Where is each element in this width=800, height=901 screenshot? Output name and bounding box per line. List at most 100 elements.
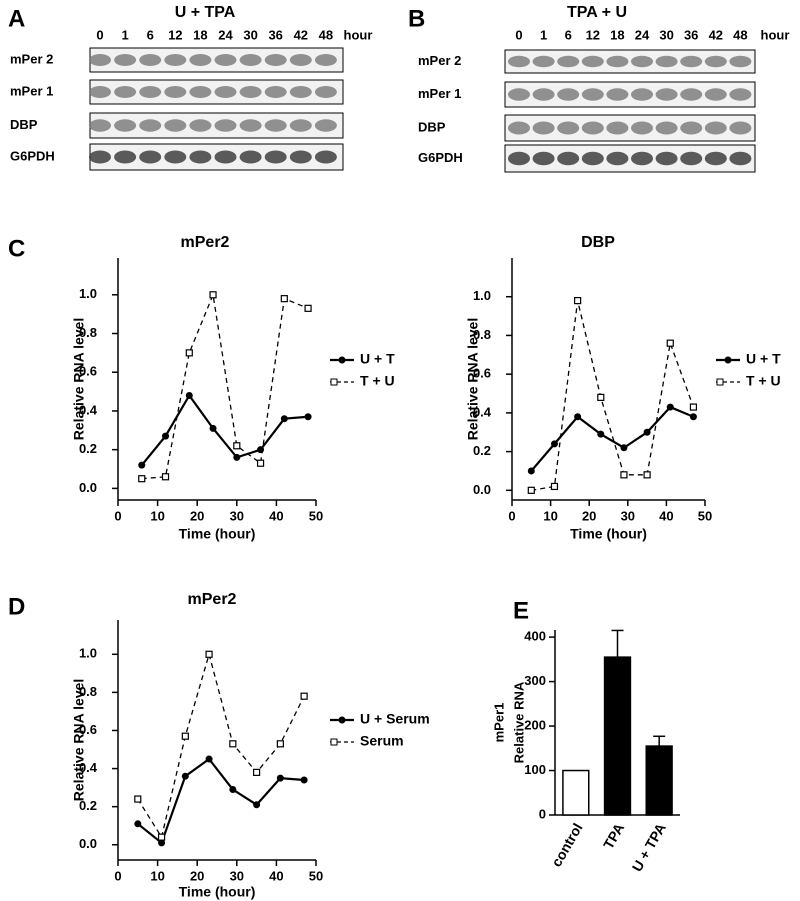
x-tick-label: control <box>548 820 586 869</box>
data-point <box>138 475 146 483</box>
data-point <box>527 467 535 475</box>
blot-band <box>264 54 287 66</box>
blot-band <box>314 119 337 132</box>
blot-band <box>508 121 530 135</box>
y-axis-label: Relative RNA level <box>465 318 481 440</box>
blot-band <box>631 88 653 101</box>
blot-band <box>532 151 555 166</box>
data-point <box>162 432 170 440</box>
blot-band <box>729 55 752 68</box>
y-axis-label: Relative RNA level <box>71 679 87 801</box>
blot-band <box>289 119 312 132</box>
x-tick-label: 40 <box>269 868 283 883</box>
x-tick-label: 30 <box>621 508 635 523</box>
blot-band <box>139 86 162 98</box>
blot-band <box>164 86 187 98</box>
data-point <box>233 442 241 450</box>
blot-band <box>164 150 187 164</box>
legend-label: U + T <box>746 351 781 367</box>
x-tick-label: 40 <box>269 508 283 523</box>
data-point <box>689 413 697 421</box>
blot-band <box>557 55 580 68</box>
row-label: G6PDH <box>418 150 463 165</box>
y-tick-label: 0.0 <box>79 836 97 851</box>
legend-label: T + U <box>360 373 395 389</box>
hour-unit: hour <box>761 27 790 42</box>
y-tick-label: 1.0 <box>473 288 491 303</box>
blot-band <box>532 55 555 68</box>
y-tick-label: 100 <box>524 762 546 777</box>
blot-band <box>508 55 530 68</box>
y-tick-label: 0.8 <box>79 684 97 699</box>
y-tick-label: 1.0 <box>79 286 97 301</box>
bar <box>603 656 632 816</box>
bar <box>645 745 673 816</box>
blot-band <box>89 86 111 98</box>
y-tick-label: 300 <box>524 673 546 688</box>
blot-band <box>289 86 312 98</box>
x-tick-label: 50 <box>309 508 323 523</box>
hour-label: 48 <box>319 27 333 42</box>
y-tick-label: 0.4 <box>473 404 492 419</box>
blot-band <box>264 86 287 98</box>
blot-band <box>264 150 287 164</box>
legend-marker <box>724 356 732 364</box>
blot-band <box>314 150 337 164</box>
y-tick-label: 0.8 <box>79 325 97 340</box>
data-point <box>185 349 193 357</box>
y-tick-label: 0.2 <box>473 443 491 458</box>
chart-title: mPer2 <box>181 234 230 251</box>
data-point <box>157 833 166 841</box>
blot-band <box>606 55 629 68</box>
blot-band <box>606 151 629 166</box>
y-tick-label: 0.2 <box>79 798 97 813</box>
blot-band <box>289 150 312 164</box>
blot-band <box>164 54 187 66</box>
blot-band <box>680 88 703 101</box>
blot-band <box>532 88 555 101</box>
series-line <box>137 757 305 845</box>
y-tick-label: 0.0 <box>79 480 97 495</box>
data-point <box>666 403 674 411</box>
series-line <box>531 300 695 491</box>
data-point <box>205 755 213 763</box>
data-point <box>185 391 193 399</box>
data-point <box>138 461 146 469</box>
blot-band <box>89 54 111 66</box>
blot-band <box>114 119 137 132</box>
legend-marker <box>716 378 724 386</box>
blot-strip <box>504 49 756 74</box>
data-point <box>233 453 241 461</box>
data-point <box>620 444 628 452</box>
legend-label: T + U <box>746 373 781 389</box>
hour-unit: hour <box>344 27 373 42</box>
hour-label: 1 <box>540 27 547 42</box>
data-point <box>276 740 284 748</box>
blot-band <box>89 150 111 164</box>
blot-title: TPA + U <box>567 4 627 21</box>
data-point <box>304 304 312 312</box>
blot-band <box>631 121 653 135</box>
data-point <box>550 482 559 491</box>
blot-band <box>557 121 580 135</box>
x-axis-label: Time (hour) <box>179 526 256 542</box>
y-tick-label: 0.8 <box>473 327 491 342</box>
x-tick-label: 30 <box>230 868 244 883</box>
blot-band <box>89 119 111 132</box>
blot-band <box>139 119 162 132</box>
x-tick-label: U + TPA <box>629 820 669 874</box>
blot-band <box>704 151 727 166</box>
panel-letter: D <box>8 593 25 620</box>
legend-label: U + Serum <box>360 711 430 727</box>
blot-band <box>729 151 752 166</box>
data-point <box>205 650 213 658</box>
y-tick-label: 0.6 <box>79 722 97 737</box>
hour-label: 18 <box>610 27 624 42</box>
hour-label: 42 <box>709 27 723 42</box>
blot-band <box>729 121 752 135</box>
blot-band <box>189 86 212 98</box>
y-tick-label: 0.4 <box>79 760 98 775</box>
blot-band <box>655 55 678 68</box>
series-line <box>530 405 694 472</box>
